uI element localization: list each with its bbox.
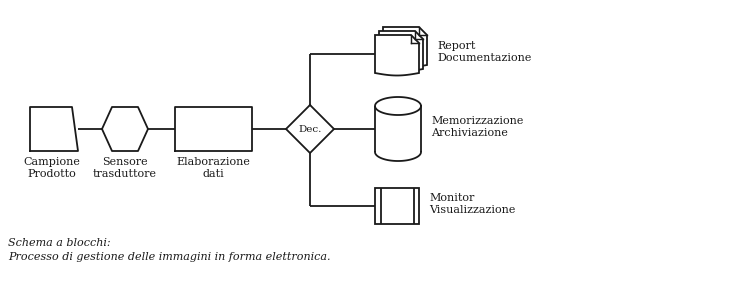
Text: Elaborazione
dati: Elaborazione dati	[176, 157, 250, 179]
Text: Campione
Prodotto: Campione Prodotto	[23, 157, 80, 179]
Text: Report
Documentazione: Report Documentazione	[437, 41, 532, 63]
Polygon shape	[383, 27, 427, 68]
Text: Dec.: Dec.	[298, 124, 321, 133]
Polygon shape	[379, 31, 423, 72]
Text: Monitor
Visualizzazione: Monitor Visualizzazione	[429, 193, 515, 215]
Text: Schema a blocchi:: Schema a blocchi:	[8, 238, 110, 248]
Text: Sensore
trasduttore: Sensore trasduttore	[93, 157, 157, 179]
Text: Memorizzazione
Archiviazione: Memorizzazione Archiviazione	[431, 116, 523, 138]
Polygon shape	[375, 35, 419, 76]
Text: Processo di gestione delle immagini in forma elettronica.: Processo di gestione delle immagini in f…	[8, 252, 330, 262]
